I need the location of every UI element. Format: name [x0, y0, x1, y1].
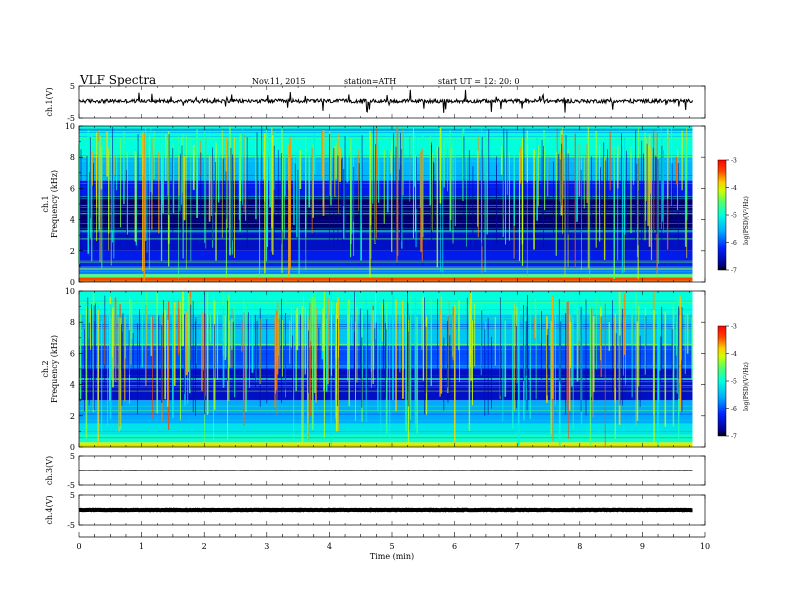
figure-header: VLF Spectra Nov.11, 2015 station=ATH sta…	[79, 73, 519, 87]
date-label: Nov.11, 2015	[252, 77, 306, 86]
ch1-spectrogram-ytick-label: 6	[70, 184, 75, 193]
ch1-waveform-line	[78, 89, 693, 113]
ch4-waveform-ytick-label: 5	[70, 491, 75, 500]
ch1-spectrogram-colorbar	[717, 159, 727, 271]
ch2-spectrogram-colorbar-tick-label: -4	[731, 351, 737, 358]
ch2-spectrogram-colorbar	[717, 325, 727, 437]
ch1-waveform-ylabel: ch.1(V)	[45, 87, 54, 116]
ch2-spectrogram-colorbar-label: log(PSD)(V²/Hz)	[743, 362, 750, 411]
ch1-waveform-panel: 5 -5 ch.1(V)	[45, 82, 706, 123]
ch1-spectrogram-ytick-label: 4	[70, 216, 75, 225]
time-axis-tick-label: 3	[264, 542, 269, 551]
time-axis-tick-label: 5	[389, 542, 394, 551]
ch1-spectrogram-band	[79, 126, 693, 158]
ch2-spectrogram-ytick-label: 2	[70, 412, 75, 421]
ch3-waveform-ylabel: ch.3(V)	[45, 456, 54, 485]
ch1-spectrogram-band	[79, 277, 693, 282]
ch1-spectrogram-band	[79, 250, 693, 267]
ch2-spectrogram-ytick-label: 10	[65, 287, 75, 296]
ch4-waveform-ytick-label: -5	[67, 521, 75, 530]
ch1-spectrogram-ytick-label: 8	[70, 153, 75, 162]
ch2-spectrogram-band	[79, 442, 693, 447]
ch1-spectrogram-colorbar-tick-label: -4	[731, 185, 737, 192]
time-axis-tick-label: 6	[452, 542, 457, 551]
ch2-spectrogram-colorbar-tick-label: -6	[731, 406, 737, 413]
station-label: station=ATH	[344, 77, 396, 86]
time-axis-label: Time (min)	[370, 552, 414, 561]
ch1-spectrogram-ytick-label: 10	[65, 122, 75, 131]
ch1-spectrogram-band	[79, 266, 693, 275]
panels: 5-5ch.1(V)-3-4-5-6-7log(PSD)(V²/Hz)02468…	[41, 82, 750, 530]
ch1-spectrogram-colorbar-label: log(PSD)(V²/Hz)	[743, 196, 750, 245]
ch2-spectrogram-colorbar-tick-label: -7	[731, 434, 737, 441]
ch3-waveform-panel: 5 -5 ch.3(V)	[45, 452, 706, 490]
ch2-spectrogram-ytick-label: 0	[70, 443, 75, 452]
ch4-waveform-panel: 5 -5 ch.4(V)	[45, 491, 706, 530]
ch2-spectrogram-ytick-label: 6	[70, 349, 75, 358]
time-axis-tick-label: 9	[640, 542, 645, 551]
ch2-spectrogram-band	[79, 434, 693, 443]
ch2-spectrogram-ytick-label: 4	[70, 381, 75, 390]
ch1-spectrogram-colorbar-tick-label: -3	[731, 158, 737, 165]
time-axis-tick-label: 2	[202, 542, 207, 551]
ch4-waveform-ylabel: ch.4(V)	[45, 495, 54, 524]
start-time-label: start UT = 12: 20: 0	[438, 77, 519, 86]
ch3-waveform-ytick-label: -5	[67, 481, 75, 490]
time-axis-tick-label: 10	[700, 542, 710, 551]
ch1-spectrogram-ytick-label: 2	[70, 247, 75, 256]
ch1-spectrogram-colorbar-tick-label: -7	[731, 268, 737, 275]
ch2-spectrogram-colorbar-tick-label: -5	[731, 379, 737, 386]
ch1-spectrogram-colorbar-tick-label: -6	[731, 240, 737, 247]
ch2-spectrogram-band	[79, 423, 693, 435]
ch2-spectrogram-panel: -3 -4 -5 -6 -7 log(PSD)(V²/Hz) 0 2 4 6 8 10 ch.2 Freq…	[41, 287, 750, 452]
ch1-spectrogram-ytick-label: 0	[70, 278, 75, 287]
ch2-spectrogram-ytick-label: 8	[70, 318, 75, 327]
time-axis-tick-label: 0	[76, 542, 81, 551]
time-axis-tick-label: 4	[327, 542, 332, 551]
ch1-waveform-ytick-label: 5	[70, 82, 75, 91]
ch1-spectrogram-band	[79, 274, 693, 278]
ch2-spectrogram-colorbar-tick-label: -3	[731, 324, 737, 331]
time-axis: 0 1 2 3 4 5 6 7 8 9 10 Time (min)	[76, 532, 710, 561]
ch1-spectrogram-colorbar-tick-label: -5	[731, 213, 737, 220]
ch2-spectrogram-ylabel: Frequency (kHz)	[50, 335, 59, 403]
ch1-spectrogram-panel: -3 -4 -5 -6 -7 log(PSD)(V²/Hz) 0 2 4 6 8 10 ch.1 Freq…	[41, 122, 750, 287]
time-axis-tick-label: 1	[139, 542, 144, 551]
ch3-waveform-ytick-label: 5	[70, 452, 75, 461]
ch1-waveform-ytick-label: -5	[67, 114, 75, 123]
ch2-spectrogram-ylabel: ch.2	[41, 360, 50, 377]
ch1-spectrogram-band	[79, 230, 693, 251]
time-axis-tick-label: 7	[515, 542, 520, 551]
ch1-spectrogram-ylabel: Frequency (kHz)	[50, 170, 59, 238]
ch1-spectrogram-ylabel: ch.1	[41, 195, 50, 212]
figure-title: VLF Spectra	[79, 73, 156, 87]
time-axis-tick-label: 8	[577, 542, 582, 551]
